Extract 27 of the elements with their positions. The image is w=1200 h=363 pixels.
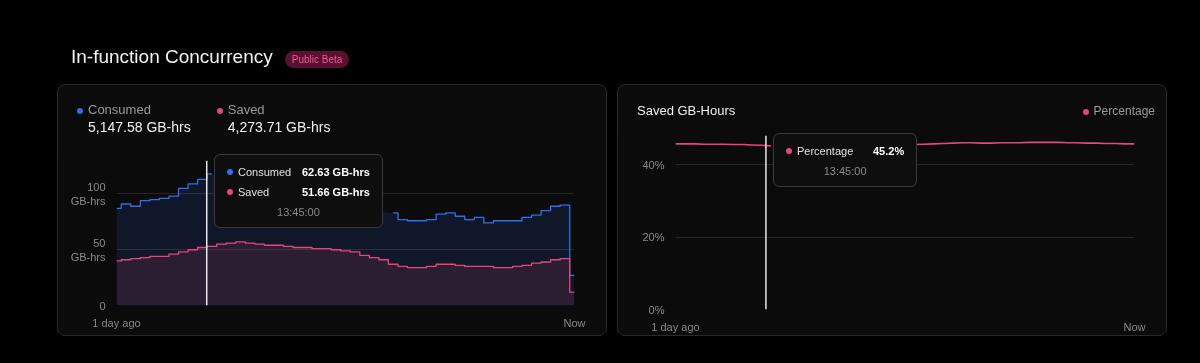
y-tick-label: 0% <box>648 303 665 316</box>
annotation: 13:45:00 <box>822 164 868 179</box>
annotation: 51.66 GB-hrs <box>302 186 370 198</box>
chart-subtitle: Public Beta <box>284 51 350 68</box>
legend-item: Consumed 5,147.58 GB-hrs <box>77 103 191 135</box>
legend-label: Percentage <box>1093 104 1155 119</box>
y-tick-label: 20% <box>642 231 665 243</box>
x-tick-label: 1 day ago <box>651 320 700 333</box>
x-tick-label: Now <box>1123 320 1146 333</box>
legend-label: Consumed <box>87 102 152 117</box>
chart-title: Saved GB-Hours <box>637 102 736 120</box>
tooltip: Percentage 45.2% 13:45:00 <box>773 133 918 187</box>
annotation: 45.2% <box>873 145 905 157</box>
annotation: Saved <box>238 186 271 198</box>
y-tick-label: 40% <box>642 158 665 171</box>
annotation: Consumed <box>238 166 292 178</box>
legend-label: Saved <box>226 102 266 117</box>
chart-title: In-function Concurrency <box>71 46 273 67</box>
y-tick-label: 100 GB-hrs <box>70 180 106 208</box>
annotation: 62.63 GB-hrs <box>302 166 370 178</box>
x-tick-label: Now <box>563 316 586 329</box>
y-tick-label: 0 <box>99 299 106 312</box>
annotation: 13:45:00 <box>276 205 321 220</box>
x-tick-label: 1 day ago <box>92 316 141 329</box>
annotation: Percentage <box>797 145 855 157</box>
legend-item: Saved 4,273.71 GB-hrs <box>216 103 331 135</box>
y-tick-label: 50 GB-hrs <box>70 236 106 263</box>
